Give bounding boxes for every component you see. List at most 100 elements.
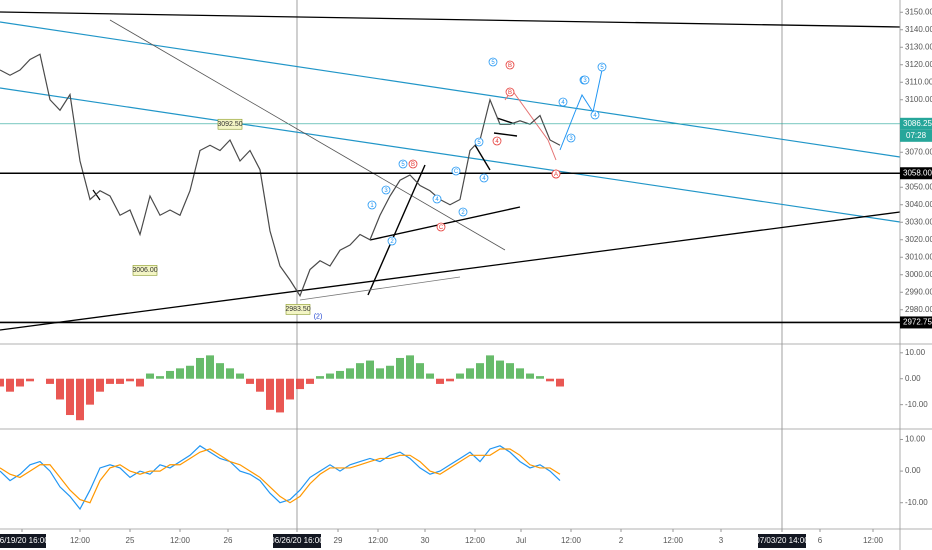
wave-label: 4 bbox=[593, 113, 597, 119]
price-tag-label: 2972.75 bbox=[903, 318, 932, 327]
histogram-bar bbox=[196, 357, 204, 379]
histogram-bar bbox=[396, 357, 404, 379]
histogram-bar bbox=[356, 363, 364, 379]
price-line bbox=[0, 445, 561, 511]
price-line bbox=[0, 448, 561, 504]
y-tick-label: 0.00 bbox=[905, 374, 921, 383]
x-tick-label: 12:00 bbox=[465, 536, 486, 545]
histogram-bar bbox=[186, 365, 194, 379]
histogram-bar bbox=[126, 378, 134, 382]
histogram-bar bbox=[506, 363, 514, 379]
wave-circle bbox=[558, 97, 568, 107]
histogram-bar bbox=[386, 365, 394, 379]
price-tag bbox=[900, 117, 932, 130]
histogram-bar bbox=[496, 360, 504, 379]
histogram-bar bbox=[86, 378, 94, 405]
histogram-bar bbox=[446, 378, 454, 382]
x-tick-label: 12:00 bbox=[70, 536, 91, 545]
y-tick-label: 10.00 bbox=[905, 348, 926, 357]
histogram-bar bbox=[296, 378, 304, 390]
x-tick-label: 12:00 bbox=[561, 536, 582, 545]
histogram-bar bbox=[376, 368, 384, 379]
histogram-bar bbox=[486, 355, 494, 379]
wave-label: 4 bbox=[482, 176, 486, 182]
histogram-bar bbox=[466, 368, 474, 379]
trend-line bbox=[0, 211, 901, 331]
wave-label: C bbox=[439, 225, 444, 231]
trend-line bbox=[299, 276, 461, 301]
wave-label: B bbox=[508, 90, 512, 96]
histogram-bar bbox=[546, 378, 554, 382]
x-tick-label: 3 bbox=[719, 536, 724, 545]
trend-line bbox=[493, 132, 518, 137]
trend-line bbox=[0, 11, 901, 28]
wave-label: 1 bbox=[370, 203, 374, 209]
trend-line bbox=[0, 87, 901, 223]
histogram-bar bbox=[286, 378, 294, 400]
x-tick-label: 26 bbox=[224, 536, 233, 545]
x-tick-label: Jul bbox=[516, 536, 526, 545]
histogram-bar bbox=[206, 355, 214, 379]
y-tick-label: 2980.00 bbox=[905, 305, 932, 314]
wave-circle bbox=[566, 133, 576, 143]
x-tick-highlight bbox=[0, 534, 46, 548]
y-tick-label: 3030.00 bbox=[905, 217, 932, 226]
x-tick-label: 12:00 bbox=[368, 536, 389, 545]
x-tick-label: 25 bbox=[126, 536, 135, 545]
x-tick-label: 12:00 bbox=[863, 536, 884, 545]
wave-circle bbox=[458, 207, 468, 217]
x-tick-label: 06/19/20 16:00 bbox=[0, 536, 49, 545]
histogram-bar bbox=[316, 376, 324, 379]
y-tick-label: 3040.00 bbox=[905, 200, 932, 209]
histogram-bar bbox=[16, 378, 24, 387]
histogram-bar bbox=[166, 370, 174, 379]
wave-circle bbox=[451, 166, 461, 176]
histogram-bar bbox=[416, 363, 424, 379]
wave-label: 3 bbox=[569, 136, 573, 142]
histogram-bar bbox=[436, 378, 444, 384]
y-tick-label: 2990.00 bbox=[905, 287, 932, 296]
histogram-bar bbox=[6, 378, 14, 392]
y-tick-label: -10.00 bbox=[905, 400, 928, 409]
wave-circle bbox=[381, 185, 391, 195]
histogram-bar bbox=[556, 378, 564, 387]
y-tick-label: 3150.00 bbox=[905, 7, 932, 16]
histogram-bar bbox=[306, 378, 314, 384]
y-tick-label: 3120.00 bbox=[905, 60, 932, 69]
histogram-bar bbox=[406, 355, 414, 379]
x-tick-label: 30 bbox=[421, 536, 430, 545]
histogram-bar bbox=[476, 363, 484, 379]
histogram-bar bbox=[106, 378, 114, 384]
wave-circle bbox=[367, 200, 377, 210]
wave-label: 4 bbox=[561, 100, 565, 106]
wave-circle bbox=[398, 159, 408, 169]
histogram-bar bbox=[66, 378, 74, 416]
histogram-bar bbox=[76, 378, 84, 421]
price-tag bbox=[900, 316, 932, 329]
wave-label: 5 bbox=[477, 140, 481, 146]
histogram-bar bbox=[226, 368, 234, 379]
annotation-label: 3006.00 bbox=[132, 267, 157, 274]
y-tick-label: -10.00 bbox=[905, 498, 928, 507]
wave-label: 3 bbox=[384, 188, 388, 194]
histogram-bar bbox=[346, 368, 354, 379]
histogram-bar bbox=[336, 370, 344, 379]
price-line bbox=[0, 53, 561, 298]
histogram-bar bbox=[96, 378, 104, 392]
histogram-bar bbox=[26, 378, 34, 382]
wave-label: 4 bbox=[435, 197, 439, 203]
price-tag-label: 3058.00 bbox=[903, 168, 932, 177]
histogram-bar bbox=[176, 368, 184, 379]
wave-circle bbox=[580, 75, 590, 85]
histogram-bar bbox=[216, 363, 224, 379]
annotation-box bbox=[132, 265, 158, 276]
histogram-bar bbox=[516, 368, 524, 379]
histogram-bar bbox=[236, 373, 244, 379]
trend-line bbox=[369, 206, 521, 241]
y-tick-label: 3020.00 bbox=[905, 235, 932, 244]
y-tick-label: 3050.00 bbox=[905, 182, 932, 191]
wave-circle bbox=[488, 57, 498, 67]
annotation-label: 2983.50 bbox=[285, 306, 310, 313]
histogram-bar bbox=[246, 378, 254, 384]
